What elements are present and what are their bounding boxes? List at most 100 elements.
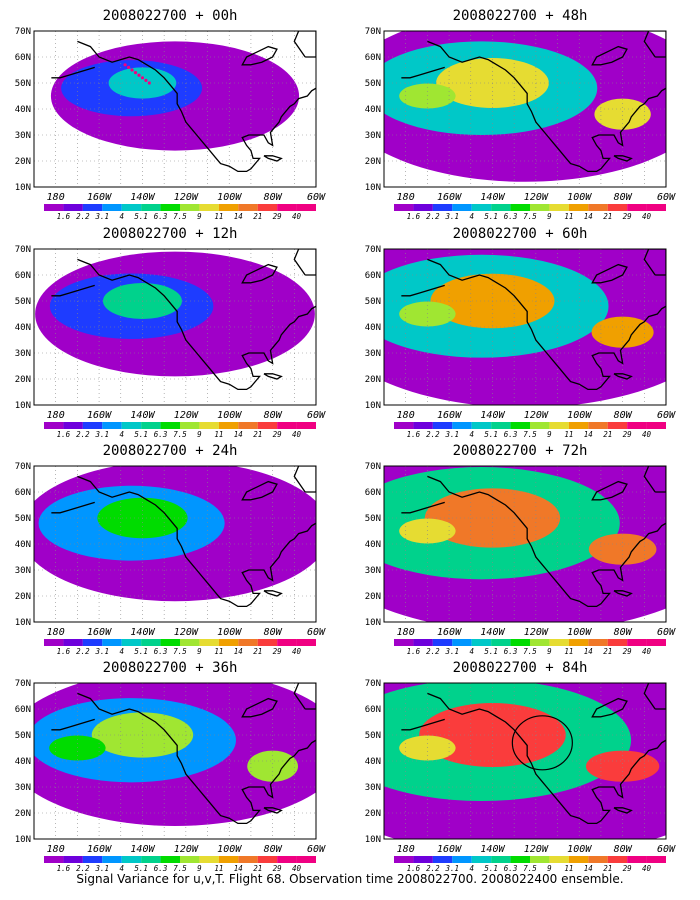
colorbar-swatch xyxy=(257,639,278,646)
latitude-label: 70N xyxy=(365,245,381,255)
longitude-label: 180 xyxy=(397,192,415,203)
colorbar-label: 11 xyxy=(214,864,223,873)
latitude-label: 70N xyxy=(365,27,381,37)
colorbar-label: 7.5 xyxy=(523,647,537,656)
colorbar-swatch xyxy=(82,204,103,211)
colorbar-swatch xyxy=(277,639,297,646)
variance-field xyxy=(34,683,316,826)
colorbar-label: 29 xyxy=(273,647,283,656)
colorbar-swatch xyxy=(413,204,433,211)
colorbar-label: 1.6 xyxy=(407,864,421,873)
observation-marker xyxy=(147,81,152,85)
colorbar-label: 14 xyxy=(584,864,593,873)
latitude-label: 30N xyxy=(15,131,31,141)
colorbar-swatch xyxy=(627,639,647,646)
latitude-label: 50N xyxy=(15,79,31,89)
colorbar-swatch xyxy=(199,422,219,429)
latitude-label: 20N xyxy=(365,375,381,385)
colorbar-swatch xyxy=(568,204,589,211)
colorbar-label: 21 xyxy=(603,430,612,439)
latitude-label: 40N xyxy=(15,757,31,767)
latitude-label: 50N xyxy=(15,514,31,524)
colorbar-label: 40 xyxy=(642,430,652,439)
colorbar-label: 4 xyxy=(469,864,474,873)
latitude-label: 40N xyxy=(365,757,381,767)
colorbar-label: 9 xyxy=(197,212,202,221)
colorbar-swatch xyxy=(413,856,433,863)
colorbar-label: 11 xyxy=(214,212,223,221)
variance-map: 10N 20N 30N 40N 50N 60N 70N 180 160W 140W 120W 100W… xyxy=(365,679,676,873)
latitude-label: 10N xyxy=(15,618,31,628)
colorbar-label: 4 xyxy=(469,430,474,439)
colorbar-swatch xyxy=(394,856,414,863)
colorbar-label: 9 xyxy=(547,212,552,221)
colorbar-swatch xyxy=(432,639,453,646)
panel-title: 2008022700 + 00h xyxy=(102,8,238,24)
colorbar-swatch xyxy=(199,639,219,646)
longitude-label: 140W xyxy=(480,844,505,855)
colorbar-swatch xyxy=(471,204,492,211)
colorbar-label: 11 xyxy=(214,430,223,439)
longitude-label: 100W xyxy=(567,192,592,203)
longitude-label: 100W xyxy=(567,410,592,421)
latitude-label: 30N xyxy=(365,566,381,576)
coastlines xyxy=(51,249,316,391)
longitude-label: 180 xyxy=(47,627,65,638)
longitude-label: 60W xyxy=(307,844,326,855)
highlight-circle xyxy=(511,715,573,771)
colorbar-swatch xyxy=(510,204,530,211)
colorbar-label: 9 xyxy=(197,430,202,439)
colorbar-label: 2.2 xyxy=(76,864,90,873)
colorbar-label: 4 xyxy=(469,647,474,656)
longitude-label: 160W xyxy=(437,627,462,638)
latitude-label: 50N xyxy=(15,297,31,307)
latitude-label: 60N xyxy=(365,705,381,715)
colorbar-label: 40 xyxy=(292,864,302,873)
coastlines xyxy=(51,31,316,173)
longitude-label: 120W xyxy=(174,627,199,638)
longitude-label: 100W xyxy=(217,627,242,638)
panel-title: 2008022700 + 72h xyxy=(452,443,588,459)
longitude-label: 120W xyxy=(524,192,549,203)
map-frame xyxy=(383,30,667,188)
contour-fill xyxy=(247,750,298,782)
colorbar-swatch xyxy=(180,639,200,646)
colorbar-swatch xyxy=(257,422,278,429)
latitude-label: 30N xyxy=(365,131,381,141)
colorbar-swatch xyxy=(471,639,492,646)
colorbar-label: 1.6 xyxy=(407,647,421,656)
observation-marker xyxy=(137,73,141,77)
latitude-label: 70N xyxy=(15,679,31,689)
variance-map: 10N 20N 30N 40N 50N 60N 70N 180 160W 140W 120W 100W… xyxy=(365,462,676,656)
colorbar-swatch xyxy=(568,856,589,863)
colorbar-swatch xyxy=(549,639,569,646)
colorbar-swatch xyxy=(452,639,472,646)
colorbar-label: 2.2 xyxy=(426,864,440,873)
colorbar-label: 11 xyxy=(564,864,573,873)
colorbar-label: 7.5 xyxy=(523,430,537,439)
colorbar-label: 7.5 xyxy=(173,430,187,439)
longitude-label: 160W xyxy=(437,410,462,421)
colorbar-label: 14 xyxy=(584,212,593,221)
longitude-label: 160W xyxy=(87,192,112,203)
longitude-label: 160W xyxy=(87,844,112,855)
longitude-label: 160W xyxy=(87,627,112,638)
latitude-label: 70N xyxy=(15,245,31,255)
observation-marker xyxy=(130,68,134,72)
longitude-label: 80W xyxy=(264,844,283,855)
variance-map: 10N 20N 30N 40N 50N 60N 70N 180 160W 140W 120W 100W… xyxy=(15,462,326,656)
colorbar-label: 7.5 xyxy=(523,212,537,221)
colorbar-swatch xyxy=(141,856,161,863)
colorbar-label: 3.1 xyxy=(445,212,460,221)
variance-field xyxy=(384,466,666,622)
colorbar-label: 11 xyxy=(564,647,573,656)
longitude-label: 120W xyxy=(524,410,549,421)
colorbar-label: 4 xyxy=(119,864,124,873)
colorbar-swatch xyxy=(491,856,511,863)
colorbar-swatch xyxy=(121,639,142,646)
colorbar-swatch xyxy=(277,422,297,429)
colorbar-label: 29 xyxy=(273,212,283,221)
colorbar-label: 1.6 xyxy=(57,212,71,221)
colorbar-label: 29 xyxy=(623,212,633,221)
colorbar-swatch xyxy=(432,856,453,863)
